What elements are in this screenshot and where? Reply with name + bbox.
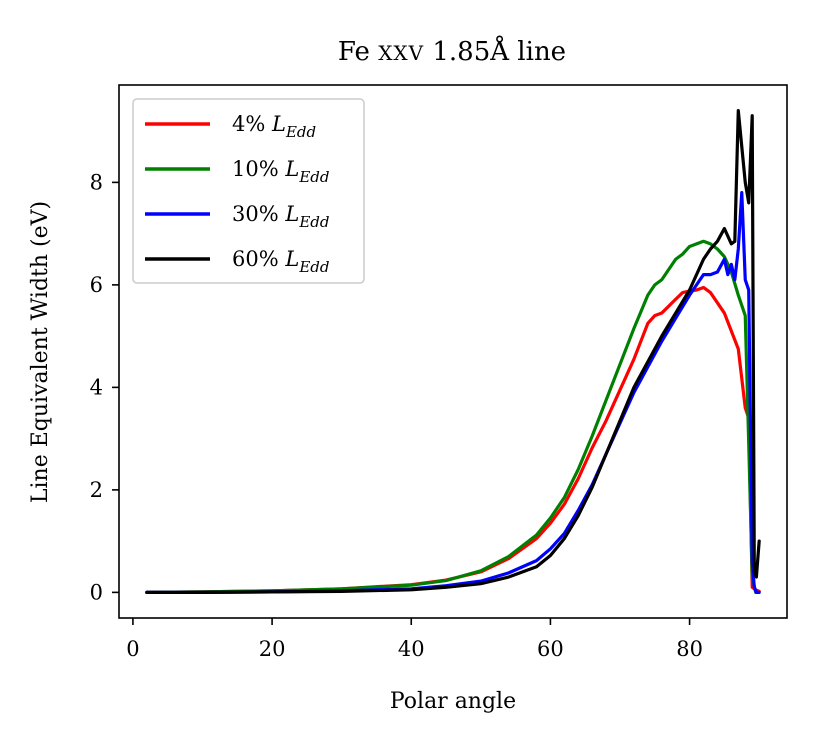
y-tick-label-3: 6	[90, 273, 103, 297]
series-lines	[145, 109, 761, 594]
legend-label-0: 4% LEdd	[232, 112, 316, 141]
x-tick-label-2: 40	[398, 637, 425, 661]
axis-ticks: 0 20 40 60 80 0 2 4 6 8	[90, 170, 703, 661]
plot-frame	[118, 84, 788, 619]
legend-label-3: 60% LEdd	[232, 247, 329, 276]
y-tick-label-2: 4	[90, 375, 103, 399]
y-tick-label-0: 0	[90, 580, 103, 604]
legend: 4% LEdd 10% LEdd 30% LEdd 60% LEdd	[132, 98, 365, 284]
x-tick-label-4: 80	[676, 637, 703, 661]
x-tick-label-1: 20	[259, 637, 286, 661]
y-tick-label-4: 8	[90, 170, 103, 194]
series-line-3	[145, 109, 761, 594]
legend-label-2: 30% LEdd	[232, 202, 329, 231]
y-axis-label: Line Equivalent Width (eV)	[28, 201, 53, 503]
legend-label-1: 10% LEdd	[232, 157, 329, 186]
series-line-1	[145, 239, 758, 594]
legend-box	[132, 98, 365, 284]
series-line-2	[145, 191, 761, 594]
y-tick-label-1: 2	[90, 478, 103, 502]
x-tick-label-0: 0	[126, 637, 139, 661]
x-tick-label-3: 60	[537, 637, 564, 661]
chart-title: Fe XXV 1.85Å line	[338, 35, 566, 67]
x-axis-label: Polar angle	[390, 689, 516, 714]
